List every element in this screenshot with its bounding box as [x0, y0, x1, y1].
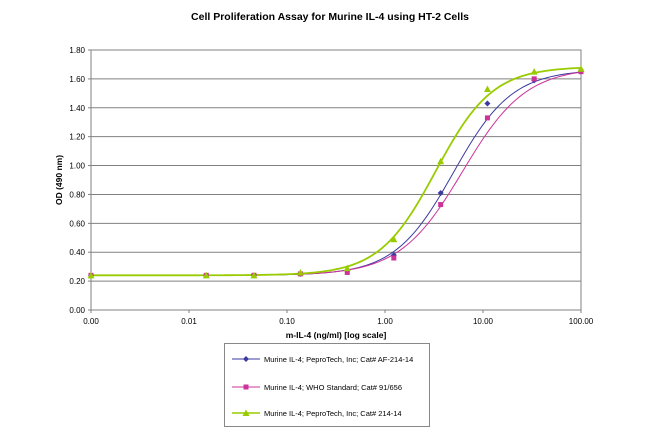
x-tick-label: 10.00: [473, 317, 494, 326]
series-1-point: [437, 190, 444, 196]
y-axis-ticks: 0.00 0.20 0.40 0.60 0.80 1.00 1.20 1.40 1.60 1.80: [69, 46, 91, 315]
series-2-point: [438, 202, 444, 208]
plot-area: [90, 49, 582, 311]
series-3-point: [390, 235, 398, 243]
series-3-point: [296, 268, 304, 276]
legend-item-214-14: Murine IL-4; PeproTech, Inc; Cat# 214-14: [231, 406, 402, 420]
x-tick-label: 0.00: [83, 317, 99, 326]
x-axis-label: m-IL-4 (ng/ml) [log scale]: [286, 330, 387, 340]
series-3-point: [530, 68, 538, 75]
y-tick-label: 1.00: [69, 162, 85, 171]
y-tick-label: 0.80: [69, 190, 85, 199]
y-tick-label: 0.40: [69, 248, 85, 257]
series-3-point: [250, 271, 258, 279]
y-tick-label: 1.20: [69, 133, 85, 142]
x-tick-label: 0.01: [181, 317, 197, 326]
series-2-point: [391, 255, 397, 261]
y-tick-label: 0.60: [69, 219, 85, 228]
series-curve-1: [91, 71, 582, 276]
legend-swatch-square: [232, 384, 260, 390]
chart-legend: Murine IL-4; PeproTech, Inc; Cat# AF-214…: [224, 343, 430, 427]
chart-title: Cell Proliferation Assay for Murine IL-4…: [191, 11, 469, 23]
series-3-point: [577, 65, 585, 72]
x-tick-label: 0.10: [279, 317, 295, 326]
series-3-point: [202, 271, 210, 279]
legend-label: Murine IL-4; PeproTech, Inc; Cat# AF-214…: [264, 354, 414, 364]
y-tick-label: 1.80: [69, 46, 85, 55]
y-tick-label: 1.60: [69, 75, 85, 84]
series-curve-2: [91, 71, 582, 276]
gridlines: [91, 49, 581, 282]
x-tick-label: 1.00: [377, 317, 393, 326]
x-tick-label: 100.00: [569, 317, 594, 326]
series-3-point: [343, 264, 351, 272]
legend-label: Murine IL-4; WHO Standard; Cat# 91/656: [264, 382, 402, 392]
series-2-point: [344, 269, 350, 275]
legend-swatch-diamond: [232, 356, 260, 362]
y-tick-label: 1.40: [69, 104, 85, 113]
series-3-point: [87, 271, 95, 279]
legend-item-who-standard: Murine IL-4; WHO Standard; Cat# 91/656: [231, 380, 402, 394]
y-tick-label: 0.00: [69, 306, 85, 315]
fit-curves: [91, 66, 582, 277]
legend-swatch-triangle: [232, 409, 260, 416]
series-2-point: [531, 76, 537, 82]
series-curve-3: [91, 66, 582, 277]
series-2-point: [484, 115, 490, 121]
legend-label: Murine IL-4; PeproTech, Inc; Cat# 214-14: [264, 408, 402, 418]
data-markers: [87, 65, 585, 279]
y-axis-label: OD (490 nm): [54, 155, 64, 205]
x-axis-ticks: 0.00 0.01 0.10 1.00 10.00 100.00: [83, 310, 594, 326]
series-1-point: [484, 100, 491, 107]
y-tick-label: 0.20: [69, 277, 85, 286]
series-3-point: [437, 157, 445, 165]
legend-item-af-214-14: Murine IL-4; PeproTech, Inc; Cat# AF-214…: [231, 352, 413, 366]
series-3-point: [483, 85, 491, 92]
